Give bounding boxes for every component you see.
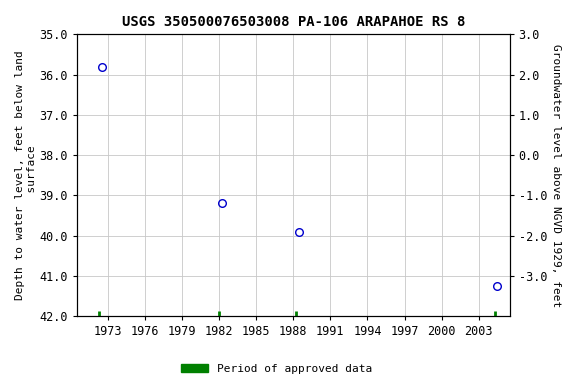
Y-axis label: Depth to water level, feet below land
  surface: Depth to water level, feet below land su… bbox=[15, 50, 37, 300]
Y-axis label: Groundwater level above NGVD 1929, feet: Groundwater level above NGVD 1929, feet bbox=[551, 44, 561, 307]
Title: USGS 350500076503008 PA-106 ARAPAHOE RS 8: USGS 350500076503008 PA-106 ARAPAHOE RS … bbox=[122, 15, 465, 29]
Legend: Period of approved data: Period of approved data bbox=[176, 359, 377, 379]
